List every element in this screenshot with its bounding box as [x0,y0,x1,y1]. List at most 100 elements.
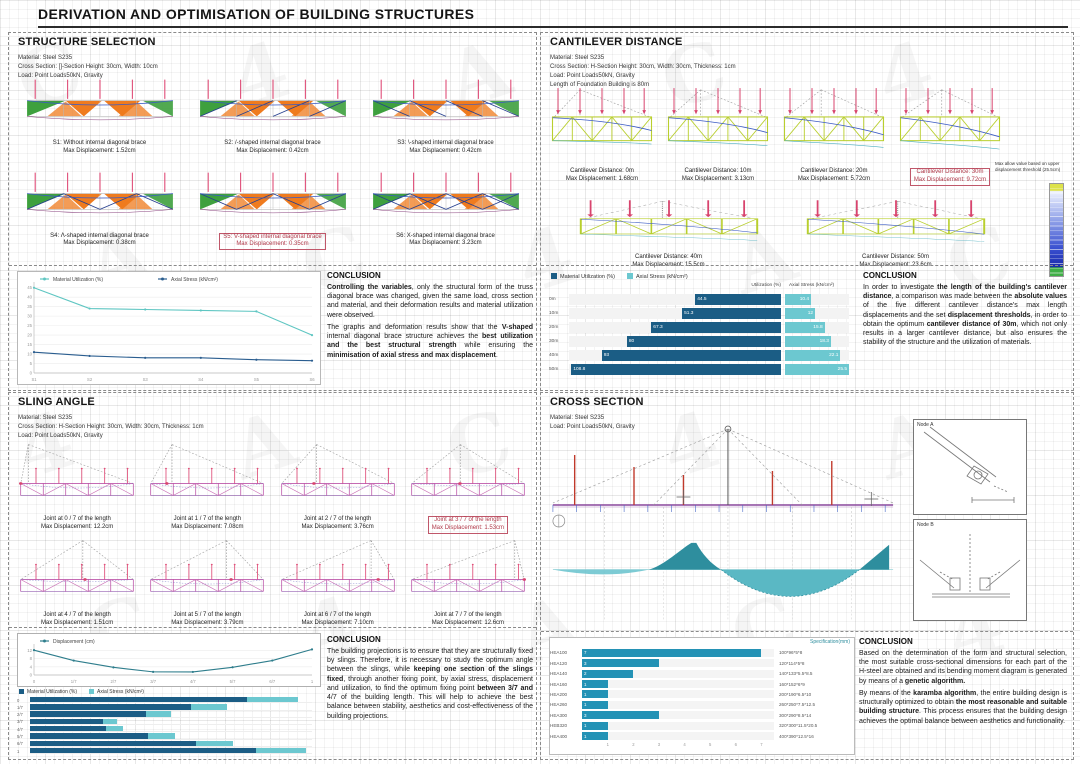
stress-bar: 25.5 [785,363,849,375]
bar-value: 10.4 [799,296,810,302]
svg-text:S5: S5 [254,377,260,382]
structure-utilization-line-chart: 0 5 10 15 20 25 30 35 40 45 S1 S2 S3 S4 S5 S6 Material U… [17,271,321,385]
svg-text:20: 20 [27,333,32,338]
diagram-label: Joint at 5 / 7 of the length [173,612,242,618]
bar-value: 44.5 [697,296,707,302]
bar-value: 1 [584,723,587,729]
conclusion-text: The building projections is to ensure th… [327,647,533,721]
conclusion-block: CONCLUSION Based on the determination of… [859,637,1067,729]
param-line: Material: Steel S235 [550,415,605,421]
diagram-caption: Cantilever Distance: 20m Max Displacement… [798,168,870,184]
utilization-bar: 108.8 [571,363,781,375]
node-a-sketch [914,420,1026,514]
svg-text:10: 10 [27,352,32,357]
diagram-label: Joint at 2 / 7 of the length [303,516,372,522]
stress-bar: 12 [785,307,816,319]
bar-row-label: 10m [549,310,559,316]
count-bar: 1 [582,700,608,709]
param-line: Load: Point Loads50kN, Gravity [18,433,103,439]
axial-stress-bar [247,696,298,703]
bar-row-label: 0m [549,296,556,302]
utilization-bar [30,696,248,703]
bar-value: 25.5 [837,366,847,372]
diagram-drawing [365,170,527,231]
bar-row-label: 0 [17,697,20,703]
utilization-track: 44.5 [569,293,781,305]
svg-text:25: 25 [27,323,32,328]
bar-track [30,704,312,711]
legend-item: Material Utilization (%) [551,273,615,280]
param-line: Cross Section: H-Section Height: 30cm, W… [550,64,736,70]
diagram-drawing [779,83,889,166]
legend-label: Material Utilization (%) [560,274,616,280]
x-tick: 4 [683,741,686,747]
bar-row-label: 1 [17,748,20,754]
diagram-label: Cantilever Distance: 20m [800,168,868,174]
section-heading-structure-selection: STRUCTURE SELECTION [18,36,156,48]
param-line: Load: Point Loads50kN, Gravity [550,424,635,430]
bar-row: HEB320 1 320*300*11.5*20.5 [550,721,854,730]
conclusion-paragraph: Controlling the variables, only the stru… [327,284,533,319]
axial-stress-bar [196,740,234,747]
spec-value: 400*390*12.5*16 [779,733,814,739]
diagram-drawing [547,83,657,166]
count-bar: 3 [582,711,659,720]
bar-row-label: 6/7 [17,741,23,747]
diagram-value: Max Displacement: 3.23cm [409,240,482,247]
svg-text:1/7: 1/7 [71,679,77,684]
x-tick: 2 [632,741,635,747]
node-b-detail-box: Node B [913,519,1027,621]
column-headers: Utilization (%) Axial Stress (kN/cm²) [549,283,855,291]
svg-text:S3: S3 [143,377,149,382]
svg-text:35: 35 [27,304,32,309]
spec-value: 200*190*6.5*10 [779,691,812,697]
parameters-cantilever: Material: Steel S235 Cross Section: H-Se… [550,54,736,90]
diagram-caption: S1: Without internal diagonal brace Max D… [53,140,146,156]
diagram-cell: Cantilever Distance: 10m Max Displacement… [661,83,775,186]
bar-value: 1 [584,681,587,687]
stress-track: 18.3 [785,335,849,347]
stress-track: 10.4 [785,293,849,305]
stress-track: 12 [785,307,849,319]
structure-diagram-grid: S1: Without internal diagonal brace Max D… [13,77,532,251]
count-bar: 7 [582,648,762,657]
bar-row-label: HEA160 [550,681,568,687]
axial-stress-bar [255,747,307,754]
diagram-caption: S5: V-shaped internal diagonal brace Max … [219,232,326,251]
bar-value: 12 [807,310,814,316]
stress-bar: 18.3 [785,335,831,347]
svg-text:4/7: 4/7 [190,679,196,684]
diagram-cell: S4: Λ-shaped internal diagonal brace Max … [13,170,186,251]
dashed-divider [541,631,1073,632]
diagram-caption: Cantilever Distance: 10m Max Displacement… [682,168,754,184]
utilization-bar: 51.3 [682,307,781,319]
utilization-bar [30,733,149,739]
diagram-cell: Joint at 5 / 7 of the length Max Displace… [143,533,271,628]
utilization-bar [30,747,256,754]
utilization-bar [30,704,191,710]
chart-legend: Material Utilization (%) Axial Stress (kN… [551,273,855,280]
bar-row: 1 [17,747,319,755]
diagram-cell: S1: Without internal diagonal brace Max D… [13,77,186,156]
bar-value: 22.1 [829,352,839,358]
bar-value: 18.3 [819,338,829,344]
diagram-drawing [406,437,530,514]
bar-value: 3 [584,660,587,666]
svg-text:30: 30 [27,314,32,319]
diagram-drawing [192,170,354,231]
svg-text:S4: S4 [198,377,204,382]
bar-row-label: HEA140 [550,671,568,677]
utilization-bar [30,711,146,717]
cantilever-diagram-row-2: Cantilever Distance: 40m Max Displacement… [567,197,997,270]
building-elevation-drawing [545,419,901,539]
conclusion-block: CONCLUSION The building projections is t… [327,635,533,724]
bar-row: 1/7 [17,704,319,711]
svg-text:1: 1 [311,679,314,684]
bar-track [30,725,312,733]
diagram-drawing [15,437,139,514]
svg-text:0: 0 [33,679,36,684]
node-b-label: Node B [917,522,934,528]
diagram-cell: Joint at 2 / 7 of the length Max Displace… [274,437,402,534]
bar-value: 1 [584,733,587,739]
